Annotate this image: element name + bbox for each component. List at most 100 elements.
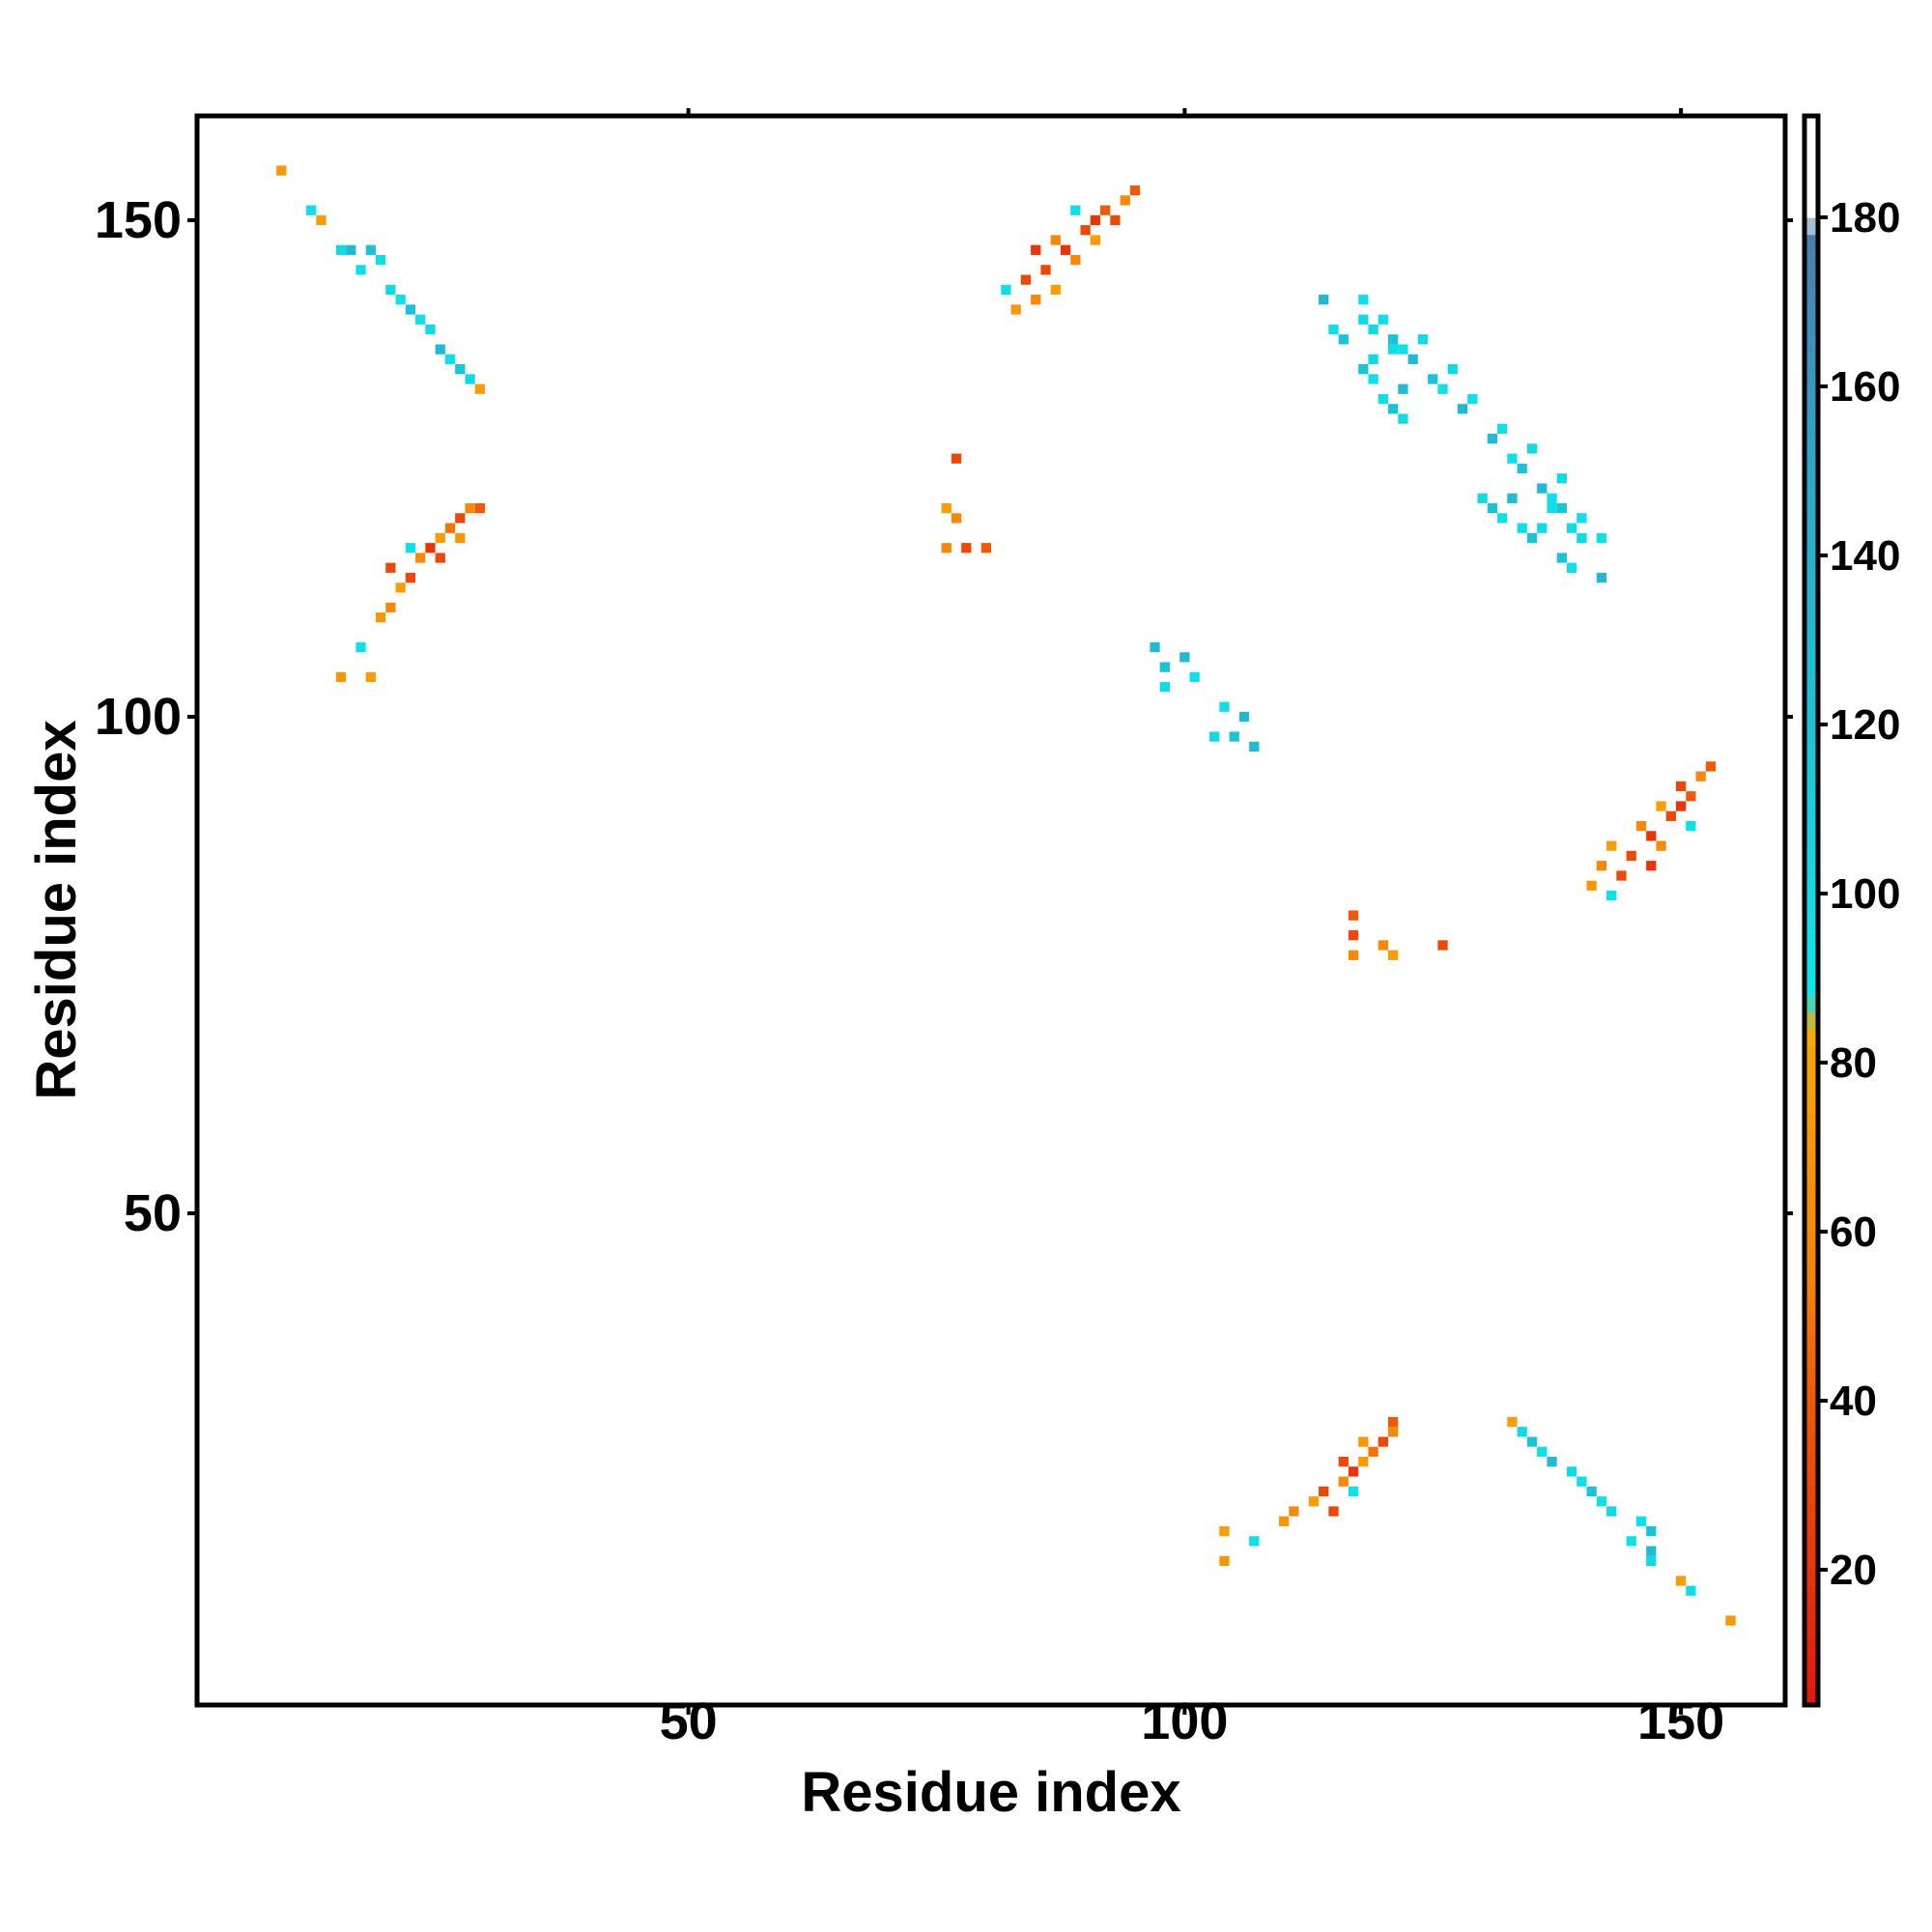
heatmap-cell — [941, 502, 952, 514]
colorbar-segment — [1804, 166, 1818, 185]
heatmap-cell — [1358, 295, 1369, 305]
heatmap-cell — [1338, 1456, 1349, 1467]
heatmap-cell — [1348, 910, 1359, 921]
heatmap-cell — [1368, 324, 1378, 335]
heatmap-cell — [1238, 711, 1250, 723]
heatmap-cell — [1378, 1436, 1388, 1447]
colorbar-segment — [1804, 504, 1818, 523]
heatmap-cell — [1407, 354, 1418, 365]
heatmap-cell — [1378, 940, 1388, 951]
heatmap-cell — [1566, 1466, 1577, 1477]
colorbar-segment — [1804, 1147, 1818, 1165]
heatmap-cell — [415, 553, 426, 563]
heatmap-cell — [1050, 284, 1061, 296]
heatmap-cell — [1547, 493, 1557, 503]
colorbar-segment — [1804, 1180, 1818, 1199]
heatmap-cell — [316, 214, 327, 226]
colorbar-segment — [1804, 809, 1818, 827]
heatmap-cell — [1695, 771, 1706, 781]
heatmap-cell — [425, 543, 436, 554]
heatmap-cell — [1398, 413, 1408, 424]
heatmap-cell — [1129, 185, 1141, 196]
heatmap-cell — [1338, 1476, 1349, 1487]
colorbar-segment — [1804, 1620, 1818, 1638]
heatmap-cell — [346, 244, 356, 255]
heatmap-cell — [941, 543, 952, 554]
colorbar-segment — [1804, 1367, 1818, 1385]
heatmap-cell — [1378, 314, 1388, 325]
heatmap-cell — [1219, 701, 1230, 712]
heatmap-cell — [1368, 354, 1378, 365]
heatmap-cell — [1566, 562, 1577, 573]
heatmap-cell — [1635, 1516, 1647, 1526]
heatmap-cell — [385, 284, 396, 296]
colorbar-segment — [1804, 538, 1818, 556]
heatmap-cell — [1537, 1446, 1548, 1457]
heatmap-cell — [474, 502, 485, 514]
colorbar-segment — [1804, 639, 1818, 658]
colorbar-segment — [1804, 1232, 1818, 1250]
heatmap-cell — [1675, 781, 1687, 792]
heatmap-cell — [1189, 671, 1200, 683]
colorbar-segment — [1804, 1654, 1818, 1672]
heatmap-cell — [1031, 295, 1041, 305]
colorbar-segment — [1804, 1198, 1818, 1216]
heatmap-cell — [1646, 1555, 1657, 1567]
colorbar-segment — [1804, 894, 1818, 912]
x-tick-label: 100 — [1141, 1692, 1228, 1750]
colorbar-segment — [1804, 961, 1818, 980]
colorbar-frame — [1802, 113, 1821, 1708]
heatmap-cell — [1388, 334, 1399, 345]
heatmap-cell — [355, 641, 366, 653]
heatmap-cell — [1100, 205, 1111, 215]
colorbar-segment — [1804, 910, 1818, 928]
heatmap-cell — [1398, 384, 1408, 394]
heatmap-cell — [1497, 423, 1508, 434]
colorbar-segment — [1804, 454, 1818, 472]
colorbar-segment — [1804, 1604, 1818, 1622]
heatmap-cell — [1388, 1416, 1399, 1428]
colorbar-segment — [1804, 403, 1818, 421]
colorbar-segment — [1804, 437, 1818, 455]
colorbar-segment — [1804, 623, 1818, 641]
heatmap-cell — [405, 543, 416, 554]
heatmap-cell — [1428, 374, 1438, 384]
colorbar-segment — [1804, 589, 1818, 608]
heatmap-cell — [1635, 820, 1647, 832]
heatmap-cell — [1110, 214, 1121, 226]
heatmap-cell — [1249, 741, 1260, 752]
heatmap-cell — [306, 205, 317, 215]
colorbar-segment — [1804, 1164, 1818, 1182]
heatmap-cell — [1348, 950, 1359, 960]
heatmap-cell — [385, 602, 396, 613]
colorbar-segment — [1804, 1045, 1818, 1064]
colorbar-segment — [1804, 488, 1818, 506]
colorbar-segment — [1804, 522, 1818, 540]
colorbar-segment — [1804, 1552, 1818, 1571]
colorbar-segment — [1804, 741, 1818, 759]
x-tick-label: 50 — [660, 1692, 718, 1750]
heatmap-cell — [1368, 374, 1378, 384]
heatmap-cell — [1249, 1536, 1260, 1547]
colorbar-segment — [1804, 1401, 1818, 1419]
heatmap-cell — [1179, 652, 1190, 663]
heatmap-cell — [1209, 731, 1220, 742]
colorbar-segment — [1804, 1688, 1818, 1706]
heatmap-cell — [1596, 532, 1607, 544]
colorbar: 20 40 60 80 100 120 140 160 180 — [1802, 113, 1900, 1708]
colorbar-tick-label: 80 — [1830, 1039, 1877, 1087]
heatmap-cell — [1517, 463, 1527, 474]
heatmap-cells — [276, 165, 1736, 1626]
heatmap-cell — [1626, 850, 1636, 862]
colorbar-segment — [1804, 1265, 1818, 1284]
heatmap-cell — [1289, 1506, 1299, 1517]
heatmap-cell — [444, 523, 456, 533]
heatmap-cell — [1001, 284, 1011, 296]
heatmap-cell — [385, 562, 396, 573]
colorbar-segment — [1804, 1536, 1818, 1554]
colorbar-segment — [1804, 200, 1818, 218]
heatmap-cell — [1308, 1496, 1320, 1507]
heatmap-cell — [455, 532, 466, 544]
colorbar-segment — [1804, 1570, 1818, 1588]
colorbar-segment — [1804, 369, 1818, 387]
